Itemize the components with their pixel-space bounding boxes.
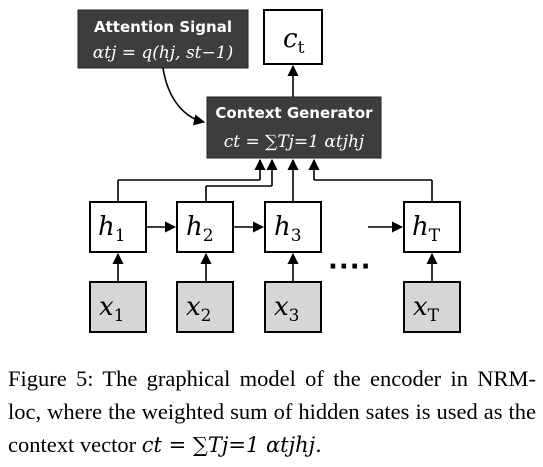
output-node-label: c [283,24,298,54]
context-generator-box: Context Generator ct = ∑Tj=1 αtjhj [207,97,381,158]
arrow-attention-to-context [163,68,204,122]
input-node-1: x1 [90,282,146,332]
hidden-node-3: h3 [265,202,321,252]
context-generator-equation: ct = ∑Tj=1 αtjhj [224,132,365,152]
encoder-diagram: Attention Signal αtj = q(hj, st−1) ct Co… [0,0,543,340]
hidden-node-T: hT [404,202,460,252]
figure-caption: Figure 5: The graphical model of the enc… [8,362,536,462]
hidden-node-1: h1 [90,202,146,252]
attention-signal-equation: αtj = q(hj, st−1) [93,43,233,63]
hidden-node-2: h2 [177,202,233,252]
hidden-to-context-connectors [118,160,432,202]
output-context-node: ct [264,10,322,64]
context-generator-title: Context Generator [215,104,373,122]
sequence-ellipsis: ···· [328,252,372,282]
caption-formula: ct = ∑Tj=1 αtjhj. [142,433,322,457]
input-node-2: x2 [177,282,233,332]
input-node-T: xT [404,282,460,332]
output-node-sub: t [298,38,305,58]
input-node-3: x3 [265,282,321,332]
attention-signal-box: Attention Signal αtj = q(hj, st−1) [78,10,248,68]
attention-signal-title: Attention Signal [94,18,232,36]
input-to-hidden-arrows [118,254,432,282]
